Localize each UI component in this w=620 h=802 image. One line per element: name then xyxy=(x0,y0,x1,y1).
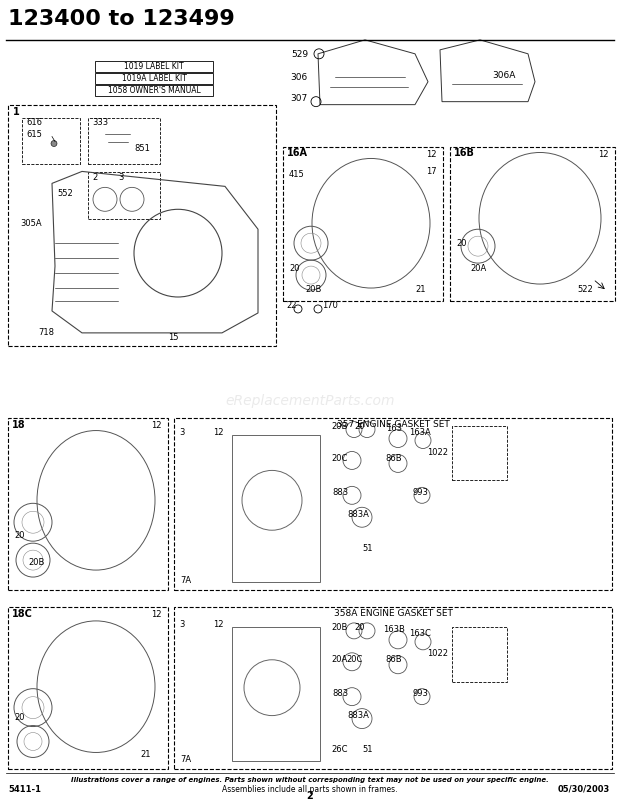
Text: 20B: 20B xyxy=(332,623,348,633)
Text: 18: 18 xyxy=(12,419,25,430)
Text: 883A: 883A xyxy=(347,510,369,519)
Text: 20: 20 xyxy=(355,422,365,431)
Text: 20: 20 xyxy=(14,713,25,722)
Bar xyxy=(450,147,615,301)
Text: 7A: 7A xyxy=(180,755,192,764)
Text: 21: 21 xyxy=(415,285,425,294)
Text: 1022: 1022 xyxy=(428,650,448,658)
Text: 20A: 20A xyxy=(332,655,348,664)
Bar xyxy=(95,61,213,71)
Bar xyxy=(232,435,320,582)
Text: 1019 LABEL KIT: 1019 LABEL KIT xyxy=(124,62,184,71)
Bar xyxy=(88,172,160,219)
Bar xyxy=(95,85,213,95)
Text: 1058 OWNER'S MANUAL: 1058 OWNER'S MANUAL xyxy=(108,86,200,95)
Text: 18C: 18C xyxy=(12,609,33,619)
Text: 170: 170 xyxy=(322,302,338,310)
Text: 2: 2 xyxy=(307,792,313,801)
Text: 20B: 20B xyxy=(28,557,45,566)
Text: 26C: 26C xyxy=(332,745,348,754)
Bar xyxy=(95,73,213,83)
Text: 357 ENGINE GASKET SET: 357 ENGINE GASKET SET xyxy=(337,420,450,429)
Bar xyxy=(452,627,507,682)
Text: 12: 12 xyxy=(426,150,436,159)
Text: 51: 51 xyxy=(363,544,373,553)
Text: 415: 415 xyxy=(289,170,305,179)
Bar xyxy=(452,426,507,480)
Text: 993: 993 xyxy=(412,689,428,699)
Text: 529: 529 xyxy=(291,51,308,59)
Text: 5411-1: 5411-1 xyxy=(8,785,41,794)
Text: Assemblies include all parts shown in frames.: Assemblies include all parts shown in fr… xyxy=(222,785,398,794)
Bar xyxy=(8,104,276,346)
Text: 333: 333 xyxy=(92,118,108,127)
Text: 12: 12 xyxy=(213,428,223,437)
Text: 86B: 86B xyxy=(386,655,402,664)
Text: 615: 615 xyxy=(26,130,42,139)
Text: 552: 552 xyxy=(57,188,73,198)
Text: 883: 883 xyxy=(332,488,348,497)
Text: 1022: 1022 xyxy=(428,448,448,457)
Text: 1019A LABEL KIT: 1019A LABEL KIT xyxy=(122,74,187,83)
Text: 20: 20 xyxy=(355,623,365,633)
Text: 883: 883 xyxy=(332,689,348,699)
Bar xyxy=(232,627,320,761)
Text: Illustrations cover a range of engines. Parts shown without corresponding text m: Illustrations cover a range of engines. … xyxy=(71,777,549,784)
Bar xyxy=(8,418,168,590)
Text: 2: 2 xyxy=(92,173,97,182)
Text: 20: 20 xyxy=(14,531,25,540)
Text: 12: 12 xyxy=(598,150,608,159)
Text: 305A: 305A xyxy=(20,219,42,228)
Text: 86B: 86B xyxy=(386,454,402,463)
Text: 15: 15 xyxy=(168,334,179,342)
Text: 883A: 883A xyxy=(347,711,369,720)
Bar xyxy=(283,147,443,301)
Bar xyxy=(174,607,612,769)
Bar xyxy=(88,118,160,164)
Text: 306: 306 xyxy=(291,73,308,83)
Text: 163: 163 xyxy=(386,424,402,433)
Text: 851: 851 xyxy=(134,144,150,153)
Text: 20A: 20A xyxy=(470,264,486,273)
Text: 16A: 16A xyxy=(287,148,308,159)
Text: 993: 993 xyxy=(412,488,428,497)
Text: 22: 22 xyxy=(286,302,296,310)
Text: 20C: 20C xyxy=(347,655,363,664)
Text: 12: 12 xyxy=(151,421,161,430)
Text: 20B: 20B xyxy=(332,422,348,431)
Text: 163A: 163A xyxy=(409,428,431,437)
Text: 718: 718 xyxy=(38,328,54,338)
Text: 1: 1 xyxy=(13,107,20,116)
Text: 17: 17 xyxy=(426,167,436,176)
Text: 51: 51 xyxy=(363,745,373,754)
Text: 307: 307 xyxy=(291,94,308,103)
Text: 123400 to 123499: 123400 to 123499 xyxy=(8,9,235,29)
Text: 12: 12 xyxy=(151,610,161,619)
Bar xyxy=(8,607,168,769)
Text: eReplacementParts.com: eReplacementParts.com xyxy=(225,394,395,407)
Bar xyxy=(174,418,612,590)
Text: 358A ENGINE GASKET SET: 358A ENGINE GASKET SET xyxy=(334,610,453,618)
Text: 7A: 7A xyxy=(180,576,192,585)
Text: 3: 3 xyxy=(179,621,185,630)
Text: 163C: 163C xyxy=(409,630,431,638)
Text: 522: 522 xyxy=(577,285,593,294)
Text: 616: 616 xyxy=(26,118,42,127)
Text: 163B: 163B xyxy=(383,626,405,634)
Text: 3: 3 xyxy=(118,173,123,182)
Text: 16B: 16B xyxy=(454,148,475,159)
Text: 20: 20 xyxy=(456,239,466,248)
Bar xyxy=(22,118,80,164)
Text: 20: 20 xyxy=(289,264,299,273)
Circle shape xyxy=(51,140,57,147)
Text: 05/30/2003: 05/30/2003 xyxy=(558,785,610,794)
Text: 306A: 306A xyxy=(492,71,515,80)
Text: 3: 3 xyxy=(179,428,185,437)
Text: 20B: 20B xyxy=(305,285,321,294)
Text: 21: 21 xyxy=(140,750,151,759)
Text: 20C: 20C xyxy=(332,454,348,463)
Text: 12: 12 xyxy=(213,621,223,630)
